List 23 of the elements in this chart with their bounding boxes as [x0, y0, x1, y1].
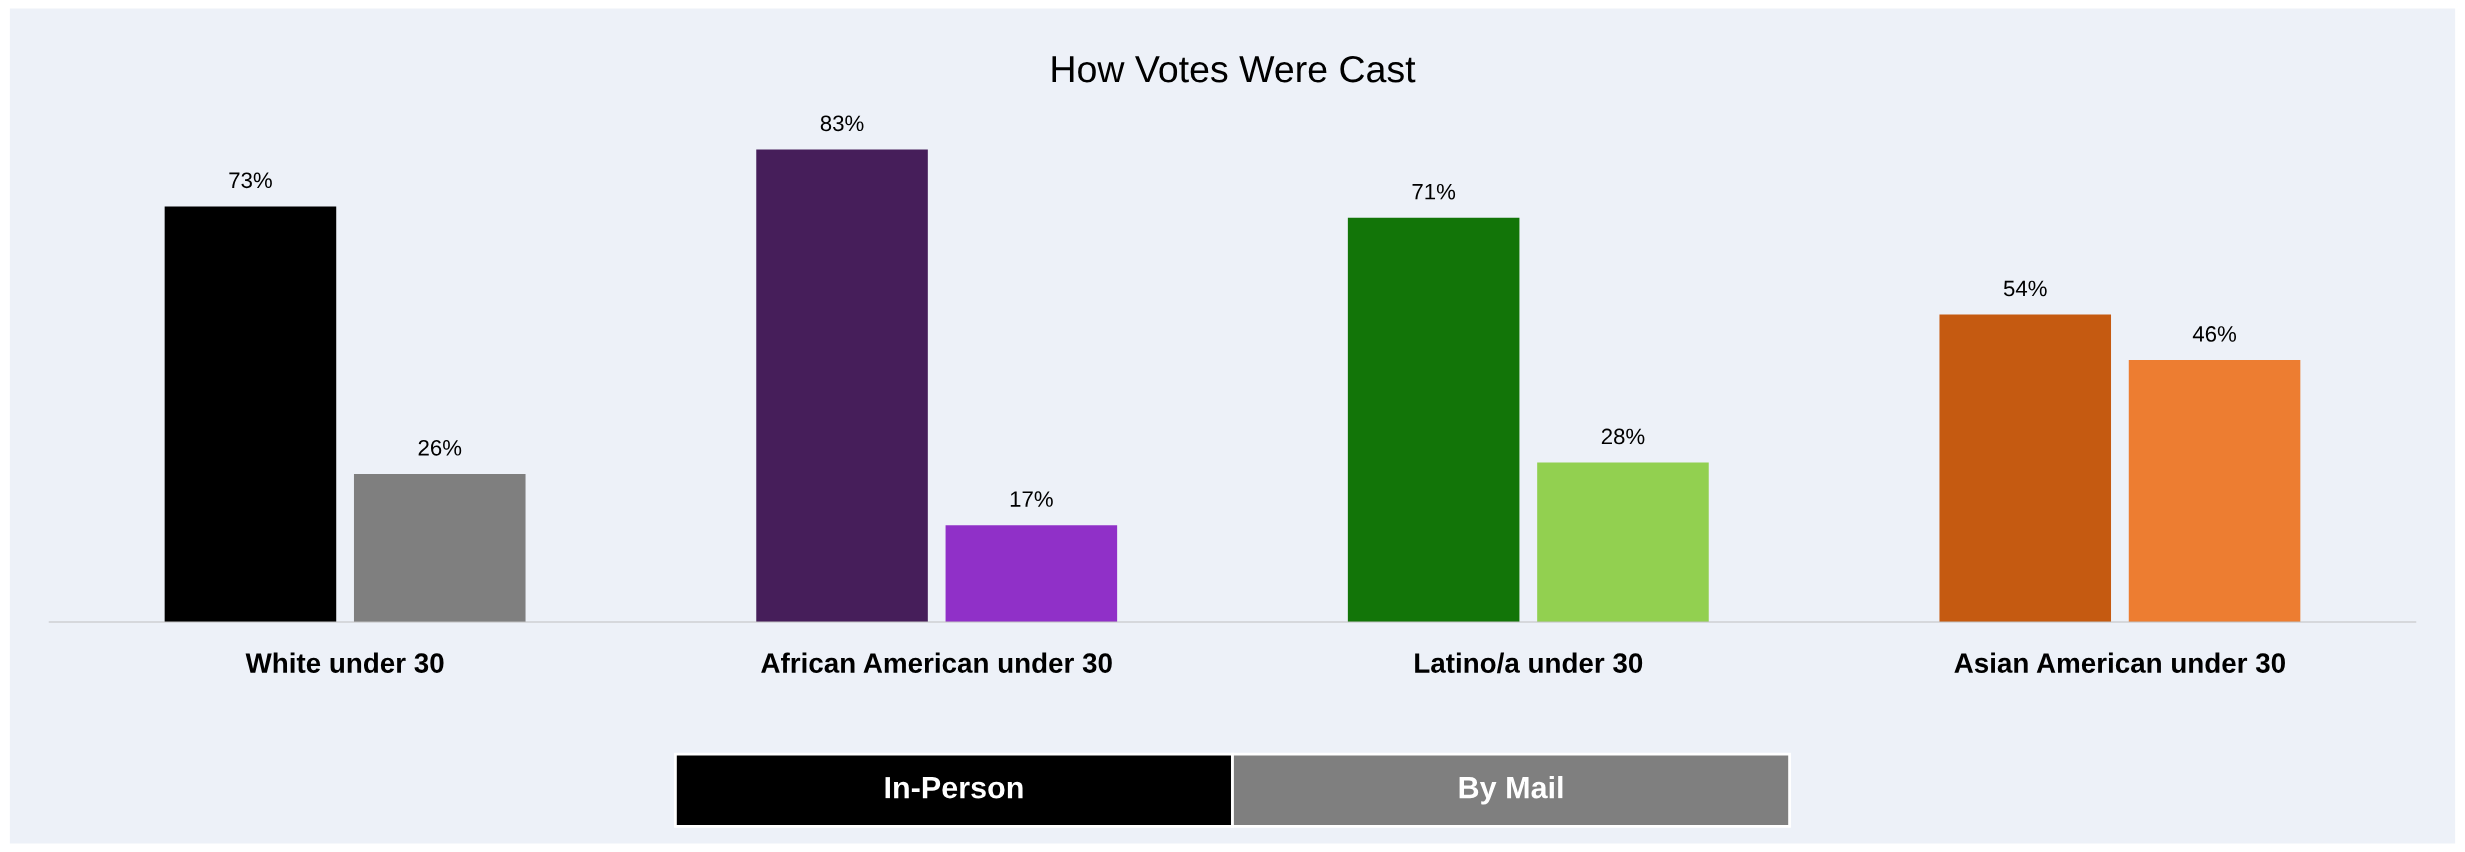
data-label: 73% [229, 172, 272, 189]
x-tick-label: White under 30 [245, 652, 444, 673]
bar [945, 525, 1118, 622]
data-label: 46% [2192, 326, 2236, 342]
x-tick-label: Asian American under 30 [1954, 652, 2285, 673]
bar [1939, 314, 2112, 622]
chart-title: How Votes Were Cast [1052, 55, 1416, 83]
x-tick-label: Latino/a under 30 [1415, 652, 1643, 674]
data-label: 28% [1601, 428, 1645, 445]
bar [164, 206, 337, 622]
data-label: 83% [820, 115, 864, 132]
data-label: 17% [1010, 491, 1053, 507]
data-label: 54% [2003, 280, 2047, 297]
bar [353, 473, 526, 622]
text: By Mail [1459, 775, 1563, 805]
text: In-Person [885, 777, 1023, 799]
bar [756, 149, 928, 622]
data-label: 71% [1412, 183, 1456, 200]
bar [1537, 462, 1709, 622]
x-tick-label: African American under 30 [761, 652, 1112, 673]
bar [2128, 360, 2301, 622]
data-label: 26% [418, 439, 462, 456]
bar [1347, 217, 1520, 622]
